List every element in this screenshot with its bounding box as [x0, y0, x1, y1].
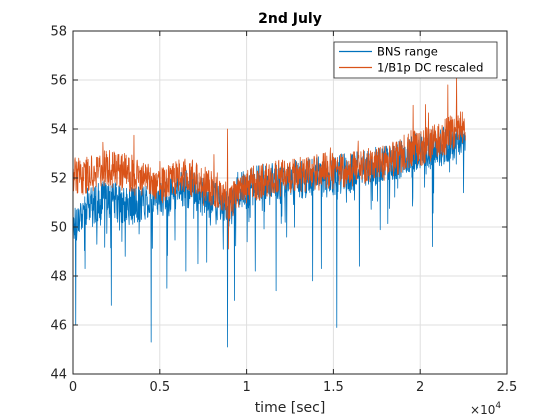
x-axis-exponent-base: ×: [470, 403, 480, 417]
y-tick-label: 54: [50, 123, 67, 138]
x-tick-label: 1.5: [323, 380, 344, 395]
x-tick-label: 1: [242, 380, 250, 395]
x-tick-label: 0.5: [149, 380, 170, 395]
y-tick-label: 44: [50, 368, 67, 383]
x-axis-label: time [sec]: [255, 400, 326, 416]
legend-label-bns-range: BNS range: [377, 45, 438, 59]
x-tick-label: 2.5: [497, 380, 518, 395]
legend-label-b1p-dc-rescaled: 1/B1p DC rescaled: [377, 61, 483, 75]
x-axis-exponent: ×104: [470, 401, 501, 417]
legend-box: [333, 41, 498, 79]
y-tick-label: 46: [50, 319, 67, 334]
chart-title: 2nd July: [258, 11, 322, 27]
x-axis-exponent-ten: 10: [480, 403, 495, 417]
x-tick-label: 2: [416, 380, 424, 395]
y-tick-label: 56: [50, 74, 67, 89]
y-tick-label: 52: [50, 172, 67, 187]
x-axis-exponent-power: 4: [495, 401, 501, 411]
y-tick-label: 48: [50, 270, 67, 285]
series-line-b1p-dc-rescaled: [72, 74, 466, 250]
plot-area: [72, 74, 466, 348]
axes-box: [72, 30, 508, 375]
legend: BNS range 1/B1p DC rescaled: [333, 41, 498, 79]
y-tick-label: 58: [50, 25, 67, 40]
axis-ticks: 0 0.5 1 1.5 2 2.5 44 46 48 50 52 54 56 58: [50, 25, 517, 396]
x-tick-label: 0: [69, 380, 77, 395]
y-tick-label: 50: [50, 221, 67, 236]
